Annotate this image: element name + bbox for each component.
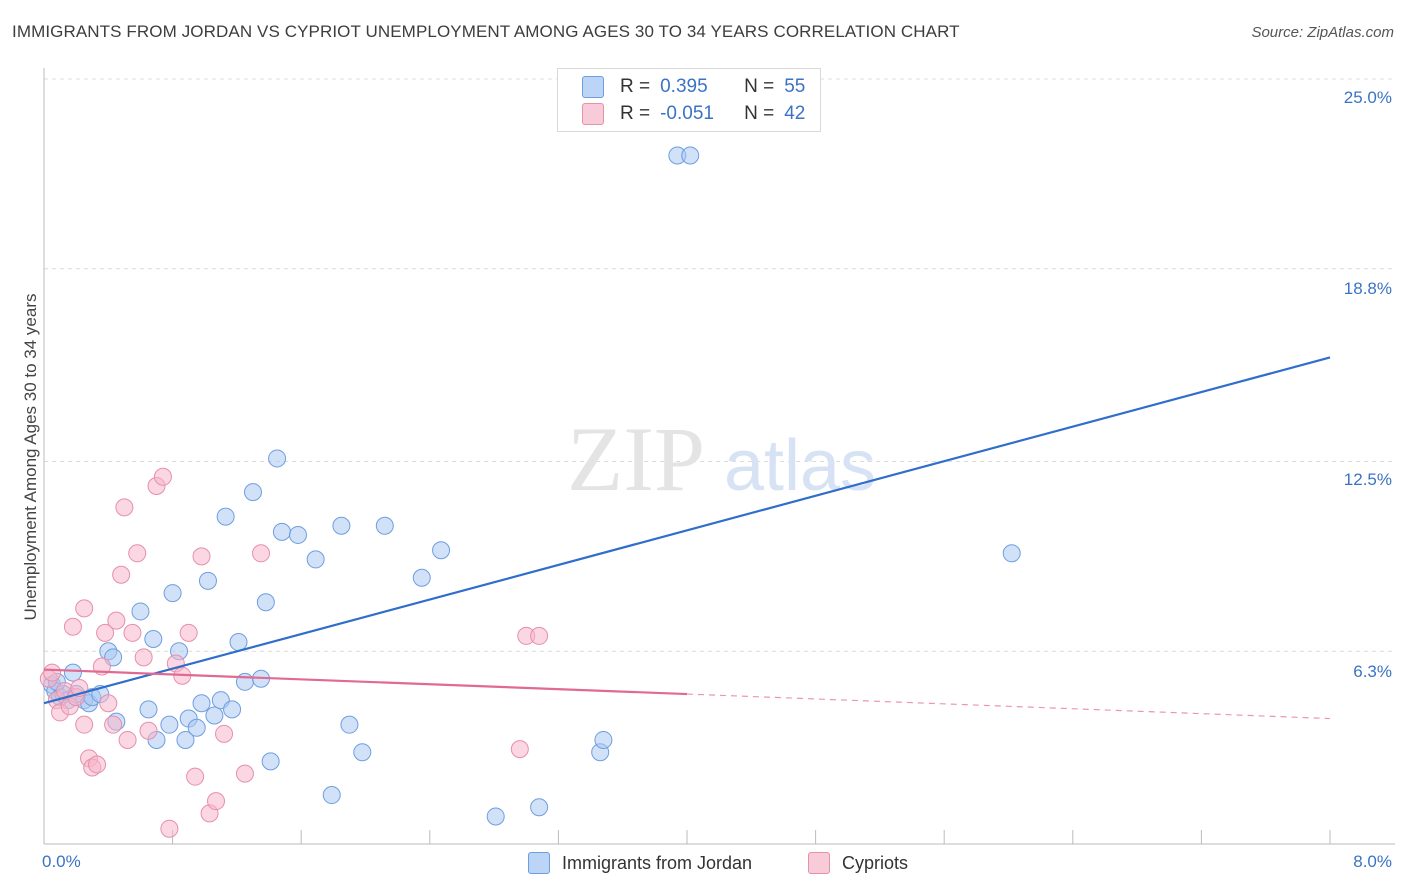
data-point-jordan xyxy=(63,663,82,682)
data-point-cypriots xyxy=(139,721,158,740)
x-tick-label: 8.0% xyxy=(1353,852,1392,871)
data-point-jordan xyxy=(681,146,700,165)
data-point-jordan xyxy=(131,602,150,621)
legend-item-jordan[interactable]: Immigrants from Jordan xyxy=(528,852,752,874)
data-point-jordan xyxy=(261,752,280,771)
data-point-jordan xyxy=(216,507,235,526)
data-point-jordan xyxy=(144,629,163,648)
data-point-cypriots xyxy=(104,715,123,734)
data-point-cypriots xyxy=(43,663,62,682)
data-point-jordan xyxy=(594,730,613,749)
data-point-cypriots xyxy=(75,599,94,618)
data-point-cypriots xyxy=(530,626,549,645)
data-point-jordan xyxy=(340,715,359,734)
data-point-cypriots xyxy=(207,792,226,811)
data-point-cypriots xyxy=(186,767,205,786)
data-point-jordan xyxy=(322,786,341,805)
data-point-jordan xyxy=(332,516,351,535)
data-point-jordan xyxy=(223,700,242,719)
data-point-jordan xyxy=(235,672,254,691)
data-point-jordan xyxy=(256,593,275,612)
n-value: 42 xyxy=(784,103,806,124)
data-point-jordan xyxy=(412,568,431,587)
data-point-jordan xyxy=(530,798,549,817)
data-point-cypriots xyxy=(123,623,142,642)
data-point-cypriots xyxy=(153,467,172,486)
data-point-cypriots xyxy=(115,498,134,517)
stats-legend: R = 0.395 N = 55 R = -0.051 N = 42 xyxy=(557,68,821,132)
y-tick-label: 25.0% xyxy=(1343,88,1392,107)
data-point-cypriots xyxy=(510,740,529,759)
legend-swatch-cypriots xyxy=(582,103,604,125)
n-label: N = xyxy=(744,76,775,97)
legend-row-jordan: R = 0.395 N = 55 xyxy=(582,74,805,100)
data-point-cypriots xyxy=(96,623,115,642)
data-point-cypriots xyxy=(63,617,82,636)
r-value: 0.395 xyxy=(660,76,708,97)
data-point-jordan xyxy=(229,633,248,652)
data-point-jordan xyxy=(163,584,182,603)
r-label: R = xyxy=(620,76,651,97)
trend-line-jordan xyxy=(43,356,1331,705)
data-point-cypriots xyxy=(252,544,271,563)
data-point-jordan xyxy=(353,743,372,762)
n-label: N = xyxy=(744,103,775,124)
data-point-cypriots xyxy=(134,648,153,667)
y-tick-label: 12.5% xyxy=(1343,470,1392,489)
data-point-cypriots xyxy=(88,755,107,774)
legend-swatch-jordan xyxy=(582,76,604,98)
data-point-cypriots xyxy=(75,715,94,734)
chart-title: IMMIGRANTS FROM JORDAN VS CYPRIOT UNEMPL… xyxy=(12,22,960,41)
data-point-jordan xyxy=(375,516,394,535)
data-point-jordan xyxy=(486,807,505,826)
legend-swatch-cypriots xyxy=(808,852,830,874)
trend-line-cypriots xyxy=(43,668,688,696)
data-point-jordan xyxy=(160,715,179,734)
series-legend: Immigrants from Jordan Cypriots xyxy=(0,852,1406,878)
data-point-cypriots xyxy=(235,764,254,783)
data-point-cypriots xyxy=(112,565,131,584)
n-value: 55 xyxy=(784,76,806,97)
data-point-cypriots xyxy=(118,730,137,749)
data-point-jordan xyxy=(1002,544,1021,563)
data-point-jordan xyxy=(176,730,195,749)
source-label: Source: ZipAtlas.com xyxy=(1251,24,1394,41)
data-point-jordan xyxy=(268,449,287,468)
x-tick-label: 0.0% xyxy=(42,852,81,871)
legend-row-cypriots: R = -0.051 N = 42 xyxy=(582,101,805,127)
data-point-jordan xyxy=(187,718,206,737)
data-point-cypriots xyxy=(107,611,126,630)
data-point-jordan xyxy=(139,700,158,719)
trend-line-dashed-cypriots xyxy=(686,693,1331,720)
data-point-cypriots xyxy=(99,694,118,713)
legend-swatch-jordan xyxy=(528,852,550,874)
data-point-jordan xyxy=(205,706,224,725)
data-point-jordan xyxy=(288,525,307,544)
y-tick-label: 18.8% xyxy=(1343,279,1392,298)
data-point-cypriots xyxy=(192,547,211,566)
r-label: R = xyxy=(620,103,651,124)
data-point-jordan xyxy=(432,541,451,560)
watermark-zip: ZIP xyxy=(567,408,705,510)
y-axis-label: Unemployment Among Ages 30 to 34 years xyxy=(21,293,40,621)
y-tick-label: 6.3% xyxy=(1353,662,1392,681)
legend-label: Immigrants from Jordan xyxy=(562,852,753,873)
data-point-jordan xyxy=(306,550,325,569)
watermark-atlas: atlas xyxy=(724,426,876,506)
data-point-cypriots xyxy=(179,623,198,642)
r-value: -0.051 xyxy=(660,103,714,124)
data-point-cypriots xyxy=(128,544,147,563)
data-point-jordan xyxy=(198,571,217,590)
data-point-cypriots xyxy=(215,724,234,743)
data-point-cypriots xyxy=(160,819,179,838)
data-point-jordan xyxy=(272,522,291,541)
data-point-jordan xyxy=(243,483,262,502)
legend-label: Cypriots xyxy=(842,852,909,873)
legend-item-cypriots[interactable]: Cypriots xyxy=(808,852,908,874)
data-point-jordan xyxy=(192,694,211,713)
